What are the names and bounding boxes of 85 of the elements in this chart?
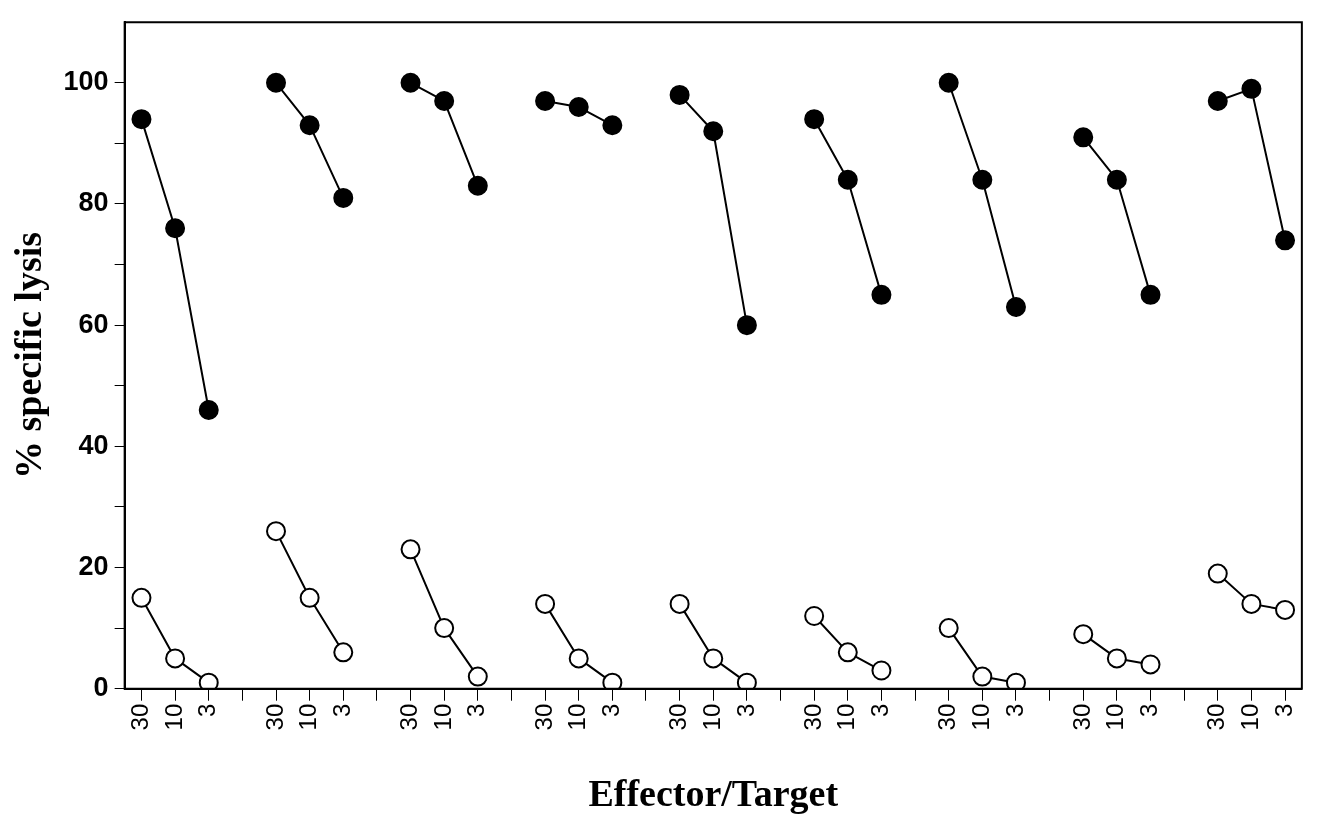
point — [266, 521, 286, 542]
point — [703, 648, 724, 669]
x-tick-label: 30 — [1067, 703, 1095, 731]
point — [938, 72, 959, 93]
point — [837, 642, 858, 663]
x-tick-label: 3 — [1269, 703, 1297, 718]
y-tick-label: 20 — [78, 550, 109, 581]
y-tick-label: 40 — [78, 429, 109, 460]
point — [1140, 284, 1161, 305]
point — [804, 606, 825, 626]
y-tick-label: 100 — [63, 66, 109, 97]
x-tick-label: 10 — [966, 703, 994, 731]
point — [1106, 648, 1127, 669]
point — [804, 109, 825, 130]
point — [602, 115, 623, 136]
point — [1275, 230, 1296, 251]
x-tick-label: 30 — [529, 703, 557, 731]
point — [669, 84, 690, 105]
point — [400, 539, 421, 560]
y-tick-label: 80 — [78, 187, 109, 218]
x-tick-label: 3 — [462, 703, 490, 718]
x-tick-label: 30 — [664, 703, 692, 731]
point — [535, 593, 556, 614]
x-tick-label: 10 — [1236, 703, 1264, 731]
x-tick-label: 30 — [933, 703, 961, 731]
point — [333, 642, 354, 663]
point — [467, 666, 488, 687]
point — [736, 315, 757, 336]
x-tick-label: 10 — [697, 703, 725, 731]
x-tick-label: 30 — [395, 703, 423, 731]
point — [972, 169, 993, 190]
x-tick-label: 3 — [596, 703, 624, 718]
x-tick-label: 3 — [1000, 703, 1028, 718]
point — [568, 97, 589, 118]
x-tick-label: 10 — [563, 703, 591, 731]
point — [131, 587, 152, 608]
x-tick-label: 30 — [1202, 703, 1230, 731]
y-tick-label: 60 — [78, 308, 109, 339]
point — [837, 169, 858, 190]
point — [1207, 563, 1228, 584]
point — [669, 593, 690, 614]
x-tick-label: 3 — [866, 703, 894, 718]
point — [871, 284, 892, 305]
point — [1140, 654, 1161, 675]
x-tick-label: 30 — [798, 703, 826, 731]
x-tick-label: 10 — [428, 703, 456, 731]
x-tick-label: 10 — [294, 703, 322, 731]
point — [333, 187, 354, 208]
y-tick-label: 0 — [93, 672, 109, 703]
point — [1275, 599, 1296, 620]
point — [1241, 78, 1262, 99]
point — [1106, 169, 1127, 190]
point — [1073, 624, 1094, 645]
point — [165, 648, 186, 669]
x-tick-label: 10 — [159, 703, 187, 731]
point — [972, 666, 993, 687]
x-tick-label: 10 — [832, 703, 860, 731]
point — [703, 121, 724, 142]
point — [535, 90, 556, 111]
point — [400, 72, 421, 93]
point — [1073, 127, 1094, 148]
x-tick-label: 10 — [1101, 703, 1129, 731]
point — [938, 618, 959, 639]
x-tick-label: 3 — [731, 703, 759, 718]
x-tick-label: 3 — [327, 703, 355, 718]
point — [434, 618, 455, 639]
point — [131, 109, 152, 130]
point — [198, 399, 219, 420]
point — [467, 175, 488, 196]
x-axis-title: Effector/Target — [588, 772, 839, 815]
y-axis-title: % specific lysis — [6, 231, 49, 479]
x-tick-label: 30 — [260, 703, 288, 731]
point — [299, 587, 320, 608]
point — [1207, 90, 1228, 111]
point — [1005, 296, 1026, 317]
point — [299, 115, 320, 136]
x-tick-label: 3 — [193, 703, 221, 718]
point — [165, 218, 186, 239]
point — [1241, 593, 1262, 614]
point — [871, 660, 892, 681]
x-tick-label: 3 — [1135, 703, 1163, 718]
point — [434, 90, 455, 111]
point — [266, 72, 286, 93]
x-tick-label: 30 — [126, 703, 154, 731]
point — [568, 648, 589, 669]
